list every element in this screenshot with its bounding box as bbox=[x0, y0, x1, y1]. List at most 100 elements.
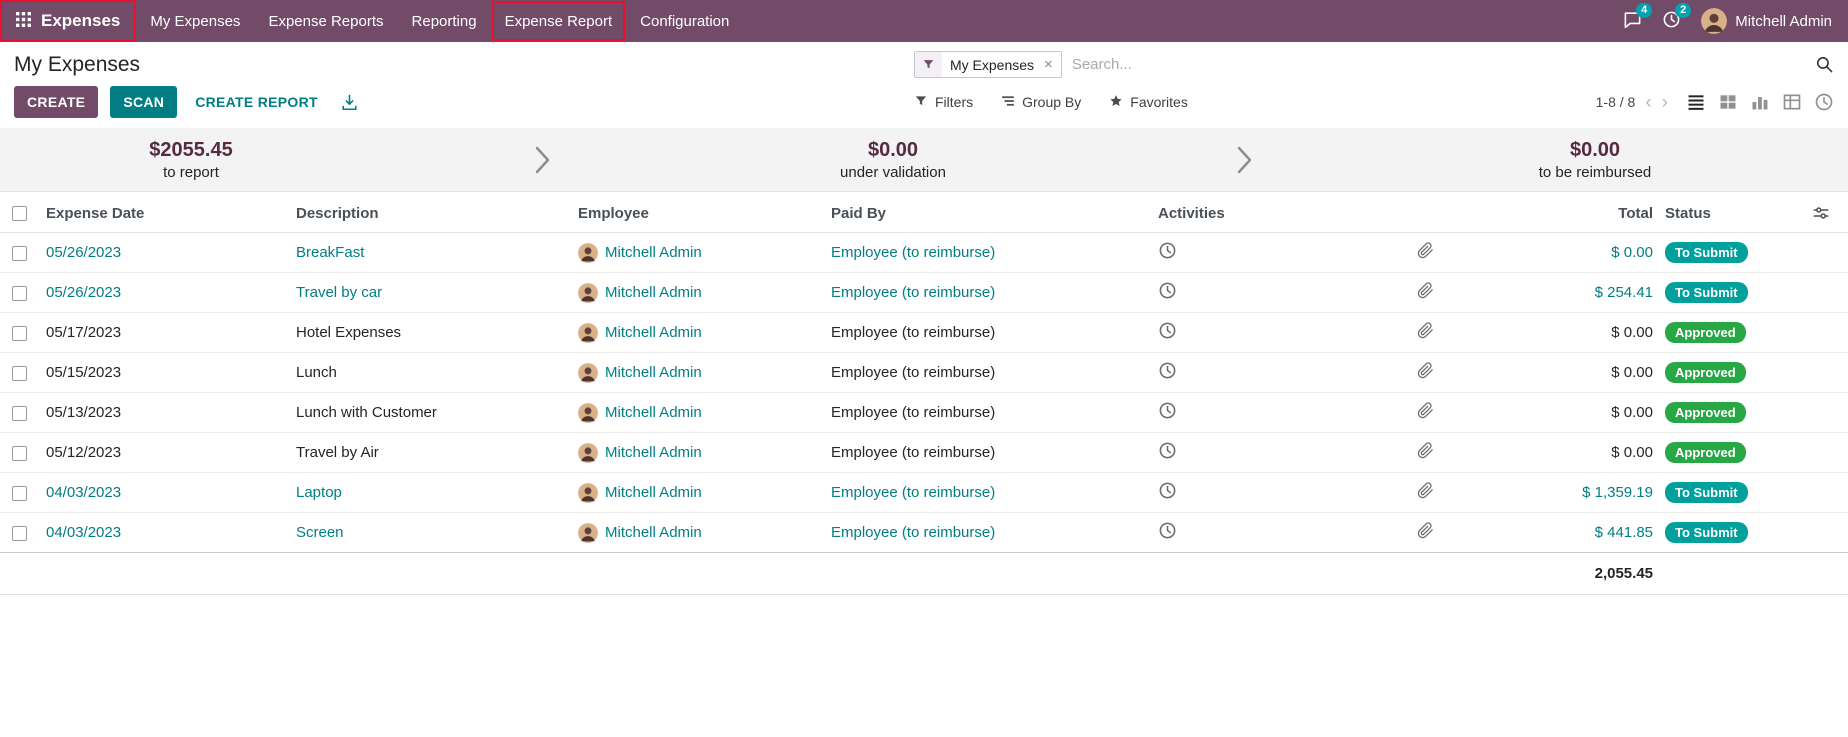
nav-menu-item[interactable]: Expense Report bbox=[491, 0, 627, 42]
paid-by-cell[interactable]: Employee (to reimburse) bbox=[825, 232, 1152, 273]
expense-employee-cell[interactable]: Mitchell Admin bbox=[572, 232, 825, 273]
upload-icon[interactable] bbox=[336, 93, 363, 112]
employee-name[interactable]: Mitchell Admin bbox=[605, 284, 702, 301]
activity-clock-icon[interactable] bbox=[1158, 401, 1177, 420]
expense-description-cell[interactable]: Travel by Air bbox=[290, 432, 572, 473]
expense-description-cell[interactable]: Lunch bbox=[290, 352, 572, 393]
summary-item[interactable]: $0.00 under validation bbox=[702, 139, 1084, 181]
total-cell[interactable]: $ 1,359.19 bbox=[1464, 472, 1659, 513]
attachment-cell[interactable] bbox=[1411, 272, 1464, 313]
activities-cell[interactable] bbox=[1152, 432, 1411, 473]
paid-by-cell[interactable]: Employee (to reimburse) bbox=[825, 512, 1152, 553]
expense-description-cell[interactable]: Laptop bbox=[290, 472, 572, 513]
status-cell[interactable]: To Submit bbox=[1659, 272, 1777, 313]
paid-by-cell[interactable]: Employee (to reimburse) bbox=[825, 392, 1152, 433]
kanban-view-icon[interactable] bbox=[1718, 92, 1738, 112]
employee-name[interactable]: Mitchell Admin bbox=[605, 404, 702, 421]
paid-by-cell[interactable]: Employee (to reimburse) bbox=[825, 352, 1152, 393]
row-checkbox[interactable] bbox=[12, 525, 27, 541]
expense-date-cell[interactable]: 05/26/2023 bbox=[40, 232, 290, 273]
table-row[interactable]: 05/15/2023 Lunch Mitchell Admin Employee… bbox=[0, 352, 1848, 393]
employee-name[interactable]: Mitchell Admin bbox=[605, 524, 702, 541]
search-icon[interactable] bbox=[1815, 55, 1834, 74]
activity-clock-icon[interactable] bbox=[1158, 241, 1177, 260]
expense-employee-cell[interactable]: Mitchell Admin bbox=[572, 432, 825, 473]
header-employee[interactable]: Employee bbox=[572, 192, 825, 233]
paid-by-cell[interactable]: Employee (to reimburse) bbox=[825, 312, 1152, 353]
activity-clock-icon[interactable] bbox=[1158, 481, 1177, 500]
expense-employee-cell[interactable]: Mitchell Admin bbox=[572, 312, 825, 353]
total-cell[interactable]: $ 0.00 bbox=[1464, 232, 1659, 273]
attachment-cell[interactable] bbox=[1411, 352, 1464, 393]
search-bar[interactable]: My Expenses × bbox=[914, 51, 1834, 78]
header-status[interactable]: Status bbox=[1659, 192, 1777, 233]
activity-view-icon[interactable] bbox=[1814, 92, 1834, 112]
employee-name[interactable]: Mitchell Admin bbox=[605, 364, 702, 381]
attachment-cell[interactable] bbox=[1411, 232, 1464, 273]
expense-employee-cell[interactable]: Mitchell Admin bbox=[572, 392, 825, 433]
nav-menu-item[interactable]: Reporting bbox=[411, 12, 477, 30]
table-row[interactable]: 05/26/2023 BreakFast Mitchell Admin Empl… bbox=[0, 232, 1848, 273]
create-report-button[interactable]: CREATE REPORT bbox=[189, 86, 324, 118]
row-checkbox[interactable] bbox=[12, 285, 27, 301]
expense-description-cell[interactable]: BreakFast bbox=[290, 232, 572, 273]
select-all-checkbox[interactable] bbox=[12, 206, 27, 222]
activity-clock-icon[interactable] bbox=[1158, 281, 1177, 300]
paperclip-icon[interactable] bbox=[1417, 322, 1434, 339]
activities-cell[interactable] bbox=[1152, 232, 1411, 273]
expense-employee-cell[interactable]: Mitchell Admin bbox=[572, 352, 825, 393]
table-row[interactable]: 05/17/2023 Hotel Expenses Mitchell Admin… bbox=[0, 312, 1848, 353]
employee-name[interactable]: Mitchell Admin bbox=[605, 484, 702, 501]
status-cell[interactable]: Approved bbox=[1659, 432, 1777, 473]
expense-description-cell[interactable]: Lunch with Customer bbox=[290, 392, 572, 433]
header-activities[interactable]: Activities bbox=[1152, 192, 1411, 233]
nav-menu-item[interactable]: Expense Reports bbox=[268, 12, 384, 30]
activity-clock-icon[interactable] bbox=[1158, 361, 1177, 380]
row-checkbox[interactable] bbox=[12, 485, 27, 501]
row-checkbox[interactable] bbox=[12, 365, 27, 381]
summary-item[interactable]: $0.00 to be reimbursed bbox=[1404, 139, 1786, 181]
total-cell[interactable]: $ 0.00 bbox=[1464, 312, 1659, 353]
activities-cell[interactable] bbox=[1152, 472, 1411, 513]
pager-previous-icon[interactable]: ‹ bbox=[1645, 91, 1652, 113]
activity-clock-icon[interactable] bbox=[1158, 321, 1177, 340]
paperclip-icon[interactable] bbox=[1417, 362, 1434, 379]
total-cell[interactable]: $ 441.85 bbox=[1464, 512, 1659, 553]
expense-description-cell[interactable]: Hotel Expenses bbox=[290, 312, 572, 353]
scan-button[interactable]: SCAN bbox=[110, 86, 178, 118]
status-cell[interactable]: To Submit bbox=[1659, 472, 1777, 513]
total-cell[interactable]: $ 0.00 bbox=[1464, 392, 1659, 433]
nav-menu-item[interactable]: Configuration bbox=[640, 12, 730, 30]
expense-date-cell[interactable]: 05/17/2023 bbox=[40, 312, 290, 353]
table-row[interactable]: 05/26/2023 Travel by car Mitchell Admin … bbox=[0, 272, 1848, 313]
expense-date-cell[interactable]: 05/15/2023 bbox=[40, 352, 290, 393]
expense-date-cell[interactable]: 05/12/2023 bbox=[40, 432, 290, 473]
attachment-cell[interactable] bbox=[1411, 432, 1464, 473]
status-cell[interactable]: To Submit bbox=[1659, 232, 1777, 273]
activities-cell[interactable] bbox=[1152, 312, 1411, 353]
paid-by-cell[interactable]: Employee (to reimburse) bbox=[825, 272, 1152, 313]
total-cell[interactable]: $ 254.41 bbox=[1464, 272, 1659, 313]
employee-name[interactable]: Mitchell Admin bbox=[605, 324, 702, 341]
header-paid-by[interactable]: Paid By bbox=[825, 192, 1152, 233]
expense-date-cell[interactable]: 05/13/2023 bbox=[40, 392, 290, 433]
pager-next-icon[interactable]: › bbox=[1661, 91, 1668, 113]
status-cell[interactable]: Approved bbox=[1659, 352, 1777, 393]
status-cell[interactable]: To Submit bbox=[1659, 512, 1777, 553]
summary-item[interactable]: $2055.45 to report bbox=[0, 139, 382, 181]
row-checkbox[interactable] bbox=[12, 445, 27, 461]
table-row[interactable]: 05/12/2023 Travel by Air Mitchell Admin … bbox=[0, 432, 1848, 473]
paperclip-icon[interactable] bbox=[1417, 402, 1434, 419]
pivot-view-icon[interactable] bbox=[1782, 92, 1802, 112]
paperclip-icon[interactable] bbox=[1417, 522, 1434, 539]
paid-by-cell[interactable]: Employee (to reimburse) bbox=[825, 472, 1152, 513]
activities-cell[interactable] bbox=[1152, 392, 1411, 433]
attachment-cell[interactable] bbox=[1411, 312, 1464, 353]
attachment-cell[interactable] bbox=[1411, 392, 1464, 433]
paperclip-icon[interactable] bbox=[1417, 482, 1434, 499]
apps-menu-button[interactable]: Expenses bbox=[0, 0, 137, 42]
optional-columns-icon[interactable] bbox=[1783, 204, 1842, 222]
user-menu-button[interactable]: Mitchell Admin bbox=[1701, 8, 1832, 34]
status-cell[interactable]: Approved bbox=[1659, 392, 1777, 433]
filters-button[interactable]: Filters bbox=[914, 94, 973, 111]
